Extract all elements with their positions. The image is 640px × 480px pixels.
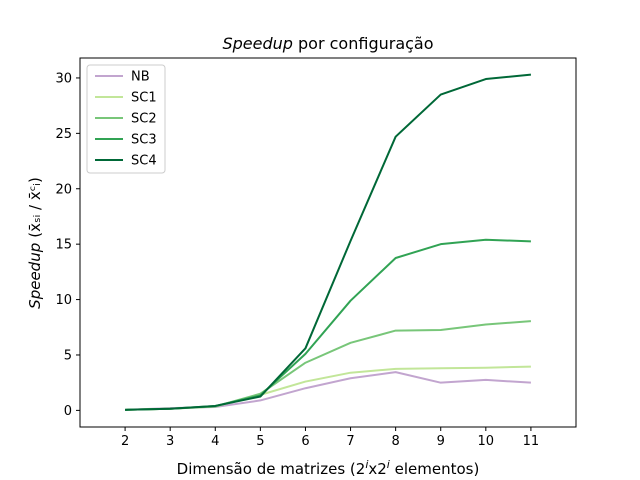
x-tick-label: 6 xyxy=(301,434,309,449)
chart-title-rest: por configuração xyxy=(293,34,434,53)
x-axis-title-mid: x2 xyxy=(368,460,386,478)
x-tick-label: 9 xyxy=(437,434,445,449)
chart-title: Speedup por configuração xyxy=(222,34,433,53)
legend: NB SC1 SC2 SC3 SC4 xyxy=(86,64,166,174)
x-tick-label: 2 xyxy=(121,434,129,449)
x-tick-label: 7 xyxy=(346,434,354,449)
axes-frame xyxy=(79,57,577,428)
legend-box xyxy=(86,64,166,174)
y-tick-label: 20 xyxy=(55,182,72,197)
legend-label-sc2: SC2 xyxy=(131,112,157,127)
series-line-sc4 xyxy=(125,73,532,411)
y-tick-label: 5 xyxy=(64,348,72,363)
x-tick-label: 5 xyxy=(256,434,264,449)
chart-title-italic: Speedup xyxy=(222,34,292,53)
x-axis-title-suffix: elementos) xyxy=(390,460,479,478)
y-tick-label: 0 xyxy=(64,404,72,419)
y-tick-label: 25 xyxy=(55,127,72,142)
x-tick-label: 8 xyxy=(391,434,399,449)
x-axis-title-prefix: Dimensão de matrizes (2 xyxy=(177,460,366,478)
legend-label-nb: NB xyxy=(131,70,150,85)
x-tick-label: 11 xyxy=(523,434,540,449)
legend-label-sc1: SC1 xyxy=(131,91,157,106)
legend-label-sc3: SC3 xyxy=(131,133,157,148)
y-axis-title-italic: Speedup xyxy=(26,243,44,309)
series-line-sc1 xyxy=(125,365,531,411)
y-tick-label: 30 xyxy=(55,71,72,86)
x-tick-label: 4 xyxy=(211,434,219,449)
x-axis-title: Dimensão de matrizes (2ix2i elementos) xyxy=(177,458,480,478)
y-axis-title-formula: (x̄ₛᵢ / x̄ᶜᵢ) xyxy=(26,177,44,238)
x-tick-label: 3 xyxy=(166,434,174,449)
y-tick-label: 10 xyxy=(55,293,72,308)
x-axis-title-sup1: i xyxy=(365,458,368,471)
plot-area: 2 3 4 5 6 7 8 9 10 11 0 5 10 15 20 25 30 NB SC1 SC2 SC3 SC4 xyxy=(55,57,577,449)
legend-label-sc4: SC4 xyxy=(131,154,157,169)
x-axis-title-sup2: i xyxy=(387,458,390,471)
y-axis-title: Speedup (x̄ₛᵢ / x̄ᶜᵢ) xyxy=(26,177,44,309)
x-tick-label: 10 xyxy=(478,434,495,449)
series-line-sc3 xyxy=(125,238,531,411)
series-line-sc2 xyxy=(125,320,531,411)
y-tick-label: 15 xyxy=(55,238,72,253)
